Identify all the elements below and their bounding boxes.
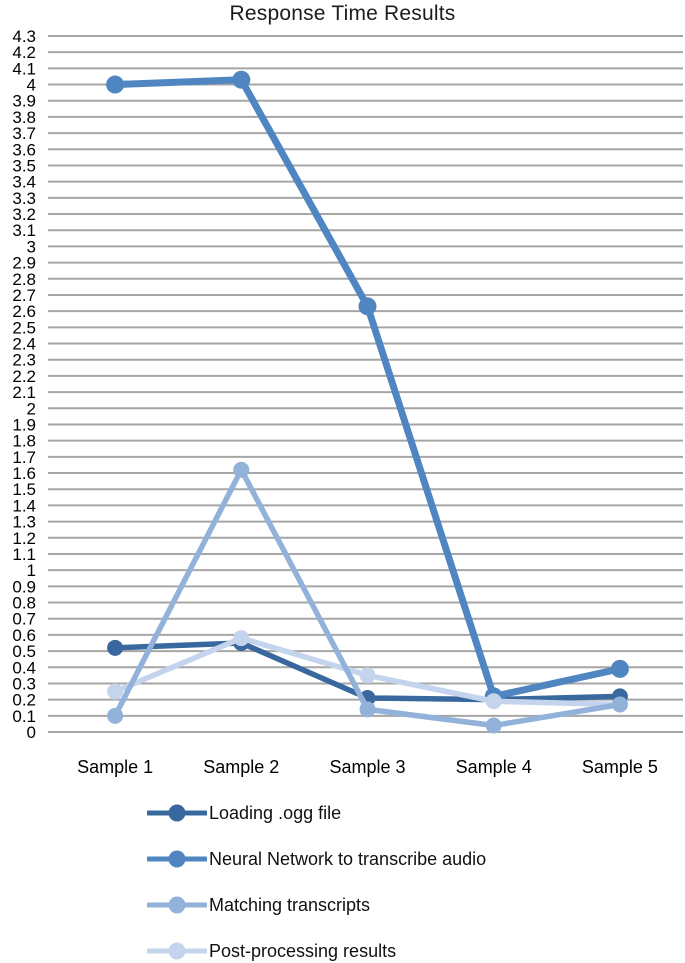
y-tick-label: 2.2 — [12, 367, 36, 386]
chart-title: Response Time Results — [229, 2, 456, 25]
legend: Loading .ogg file Neural Network to tran… — [147, 803, 486, 961]
y-tick-label: 0.2 — [12, 691, 36, 710]
y-tick-label: 3.8 — [12, 108, 36, 127]
y-tick-label: 2.9 — [12, 254, 36, 273]
y-tick-label: 1.8 — [12, 432, 36, 451]
y-tick-label: 3.5 — [12, 156, 36, 175]
legend-label: Post-processing results — [209, 940, 397, 961]
x-axis-label: Sample 2 — [203, 757, 279, 777]
y-tick-label: 4.2 — [12, 43, 36, 62]
legend-marker-dot — [168, 850, 186, 868]
x-axis-label: Sample 1 — [77, 757, 153, 777]
y-tick-label: 1.4 — [12, 496, 36, 515]
y-tick-label: 0.7 — [12, 610, 36, 629]
y-tick-label: 2.3 — [12, 351, 36, 370]
legend-marker-dot — [168, 804, 186, 822]
data-point-marker — [485, 693, 502, 710]
y-tick-label: 3.1 — [12, 221, 36, 240]
y-tick-label: 0.5 — [12, 642, 36, 661]
y-tick-label: 3.9 — [12, 92, 36, 111]
data-point-marker — [107, 639, 124, 656]
y-tick-label: 4 — [27, 76, 36, 95]
x-axis-label: Sample 5 — [582, 757, 658, 777]
y-tick-label: 3 — [27, 237, 36, 256]
legend-label: Neural Network to transcribe audio — [209, 848, 487, 869]
y-tick-label: 1 — [27, 561, 36, 580]
y-tick-label: 2.6 — [12, 302, 36, 321]
data-point-marker — [233, 461, 250, 478]
y-tick-label: 0.4 — [12, 658, 36, 677]
legend-line-marker-icon — [147, 942, 207, 960]
y-tick-label: 4.1 — [12, 59, 36, 78]
data-point-marker — [106, 75, 125, 94]
data-point-marker — [610, 659, 629, 678]
y-tick-label: 1.3 — [12, 513, 36, 532]
y-tick-label: 2.5 — [12, 318, 36, 337]
legend-item: Matching transcripts — [147, 895, 486, 915]
data-point-marker — [232, 70, 251, 89]
data-point-marker — [359, 667, 376, 684]
legend-line-marker-icon — [147, 896, 207, 914]
y-tick-label: 2 — [27, 399, 36, 418]
y-tick-label: 1.2 — [12, 529, 36, 548]
y-tick-label: 2.8 — [12, 270, 36, 289]
series-line — [111, 76, 624, 700]
data-point-marker — [233, 630, 250, 647]
legend-label: Loading .ogg file — [209, 802, 342, 823]
y-tick-label: 0.3 — [12, 674, 36, 693]
plot-area: 00.10.20.30.40.50.60.70.80.911.11.21.31.… — [12, 27, 683, 777]
legend-item: Loading .ogg file — [147, 803, 486, 823]
y-tick-label: 0.9 — [12, 577, 36, 596]
y-tick-label: 1.1 — [12, 545, 36, 564]
y-tick-label: 2.1 — [12, 383, 36, 402]
data-point-marker — [485, 717, 502, 734]
legend-marker-dot — [168, 942, 186, 960]
y-tick-label: 3.6 — [12, 140, 36, 159]
data-point-marker — [611, 696, 628, 713]
y-tick-label: 4.3 — [12, 27, 36, 46]
legend-label: Matching transcripts — [209, 894, 371, 915]
y-tick-label: 0.6 — [12, 626, 36, 645]
y-tick-label: 3.2 — [12, 205, 36, 224]
y-tick-label: 3.4 — [12, 173, 36, 192]
y-tick-label: 3.3 — [12, 189, 36, 208]
y-tick-label: 2.7 — [12, 286, 36, 305]
legend-line-marker-icon — [147, 850, 207, 868]
y-tick-label: 0.8 — [12, 594, 36, 613]
data-point-marker — [107, 707, 124, 724]
legend-item: Post-processing results — [147, 941, 486, 961]
data-point-marker — [107, 683, 124, 700]
y-tick-label: 1.7 — [12, 448, 36, 467]
y-tick-label: 0.1 — [12, 707, 36, 726]
y-tick-label: 1.9 — [12, 415, 36, 434]
x-axis-label: Sample 3 — [329, 757, 405, 777]
legend-marker-dot — [168, 896, 186, 914]
data-point-marker — [358, 297, 377, 316]
y-tick-label: 3.7 — [12, 124, 36, 143]
y-tick-label: 1.5 — [12, 480, 36, 499]
y-tick-label: 2.4 — [12, 335, 36, 354]
x-axis-label: Sample 4 — [456, 757, 532, 777]
legend-line-marker-icon — [147, 804, 207, 822]
data-point-marker — [359, 701, 376, 718]
y-tick-label: 1.6 — [12, 464, 36, 483]
y-tick-label: 0 — [27, 723, 36, 742]
legend-item: Neural Network to transcribe audio — [147, 849, 486, 869]
